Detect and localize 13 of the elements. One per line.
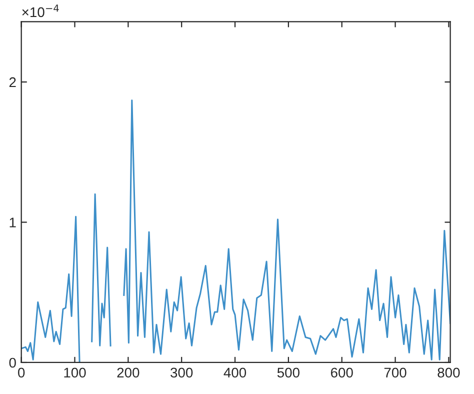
- text: ×10$^{−4}$: [22, 4, 59, 18]
- x-tick-label: 800: [438, 368, 460, 378]
- x-tick-label: 200: [117, 368, 140, 378]
- x-tick-label: 700: [384, 368, 406, 378]
- y-tick-label: 2: [9, 77, 16, 88]
- x-tick-label: 600: [330, 368, 353, 378]
- x-tick-label: 500: [277, 368, 300, 378]
- y-tick-label: 1: [10, 218, 16, 228]
- y-tick-label: 0: [9, 358, 16, 368]
- x-tick-label: 100: [64, 368, 86, 378]
- x-tick-label: 0: [18, 368, 25, 378]
- x-tick-label: 400: [224, 368, 246, 378]
- x-tick-label: 300: [170, 368, 193, 378]
